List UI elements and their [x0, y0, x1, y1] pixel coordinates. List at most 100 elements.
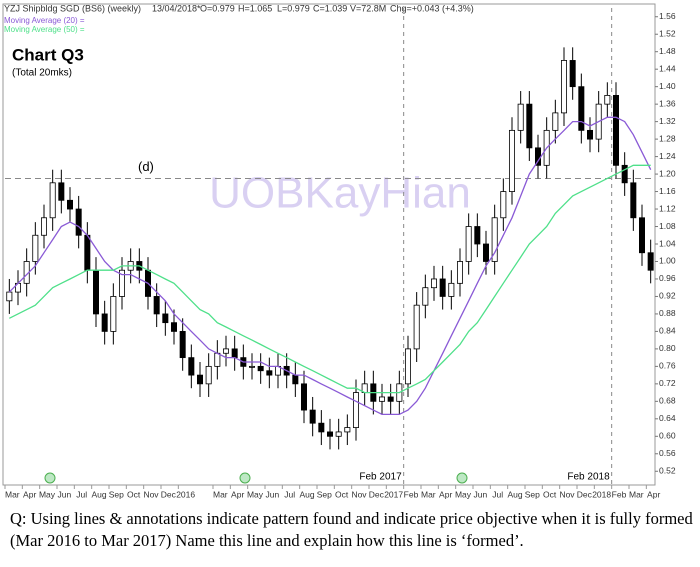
x-tick-label: Mar	[213, 489, 228, 499]
x-tick-label: Apr	[439, 489, 452, 499]
candle-body	[292, 374, 299, 385]
y-tick-label: 0.76	[659, 361, 676, 371]
x-tick-label: Apr	[231, 489, 244, 499]
candle-body	[413, 304, 420, 350]
candle-body	[639, 217, 646, 254]
x-tick-label: Jun	[57, 489, 71, 499]
candle-body	[508, 129, 515, 192]
candle-body	[552, 112, 559, 131]
candle-body	[378, 396, 385, 402]
y-tick-label: 1.24	[659, 151, 676, 161]
candle-body	[404, 348, 411, 385]
x-tick-label: Dec	[161, 489, 177, 499]
candle-body	[162, 313, 169, 324]
candle-body	[119, 269, 126, 297]
candle-body	[491, 217, 498, 262]
candle-body	[578, 86, 585, 131]
candle-body	[110, 296, 117, 332]
candle-body	[621, 164, 628, 184]
candle-body	[569, 60, 576, 88]
legend-label: Moving Average (50) =	[4, 25, 85, 34]
candle-body	[179, 331, 186, 359]
y-tick-label: 0.96	[659, 273, 676, 283]
x-tick-label: Dec	[577, 489, 593, 499]
x-tick-label: Feb	[404, 489, 419, 499]
candle-body	[482, 243, 489, 262]
candle-body	[561, 60, 568, 114]
x-tick-label: Mar	[421, 489, 436, 499]
candle-body	[93, 269, 100, 315]
header-text: YZJ Shipbldg SGD (BS6) (weekly)	[4, 3, 141, 13]
y-tick-label: 1.36	[659, 98, 676, 108]
y-tick-label: 1.16	[659, 186, 676, 196]
candle-body	[613, 95, 620, 166]
candle-body	[326, 431, 333, 437]
header-text: L=0.979	[277, 3, 310, 13]
x-tick-label: Jul	[492, 489, 503, 499]
candle-body	[526, 103, 533, 149]
candle-body	[101, 313, 108, 332]
candle-body	[248, 365, 255, 368]
x-tick-label: Aug	[299, 489, 314, 499]
x-tick-label: Nov	[351, 489, 367, 499]
candle-body	[257, 365, 264, 372]
header-text: Chg=+0.043 (+4.3%)	[390, 3, 474, 13]
y-tick-label: 0.80	[659, 343, 676, 353]
candle-body	[196, 374, 203, 385]
y-tick-label: 1.12	[659, 203, 676, 213]
y-tick-label: 0.88	[659, 308, 676, 318]
x-tick-label: Aug	[507, 489, 522, 499]
y-tick-label: 0.52	[659, 466, 676, 476]
event-icon	[239, 472, 251, 484]
y-tick-label: 1.44	[659, 63, 676, 73]
candle-body	[448, 282, 455, 297]
y-tick-label: 1.52	[659, 28, 676, 38]
y-tick-label: 1.20	[659, 168, 676, 178]
candle-body	[75, 208, 82, 236]
y-tick-label: 0.72	[659, 378, 676, 388]
chart-subtitle: (Total 20mks)	[12, 68, 72, 79]
candle-body	[430, 278, 437, 289]
candle-body	[465, 226, 472, 262]
x-tick-label: 2016	[176, 489, 195, 499]
plot-frame	[2, 3, 656, 486]
x-tick-label: Sep	[525, 489, 540, 499]
x-tick-label: Aug	[91, 489, 106, 499]
x-tick-label: Jun	[473, 489, 487, 499]
x-tick-label: Jul	[76, 489, 87, 499]
candle-body	[214, 352, 221, 367]
candle-body	[630, 182, 637, 219]
candle-body	[205, 365, 212, 385]
candle-body	[222, 348, 229, 354]
candle-body	[153, 296, 160, 315]
candle-body	[352, 392, 359, 428]
candle-body	[188, 357, 195, 376]
x-tick-label: Feb	[612, 489, 627, 499]
candle-body	[474, 226, 481, 245]
chart-title: Chart Q3	[12, 45, 84, 64]
legend-label: Moving Average (20) =	[4, 16, 85, 25]
candle-body	[335, 431, 342, 437]
header-text: V=72.8M	[350, 3, 386, 13]
x-tick-label: May	[39, 489, 56, 499]
y-tick-label: 1.56	[659, 11, 676, 21]
y-tick-label: 0.84	[659, 326, 676, 336]
y-tick-label: 1.28	[659, 133, 676, 143]
y-tick-label: 0.60	[659, 431, 676, 441]
moving-average-line	[9, 164, 651, 394]
event-icon	[44, 472, 56, 484]
y-tick-label: 1.00	[659, 256, 676, 266]
x-tick-label: May	[455, 489, 472, 499]
x-tick-label: Sep	[109, 489, 124, 499]
candle-body	[231, 348, 238, 359]
x-tick-label: Nov	[143, 489, 159, 499]
candle-body	[517, 103, 524, 131]
x-tick-label: Oct	[335, 489, 349, 499]
candle-body	[32, 234, 39, 262]
x-tick-label: May	[247, 489, 264, 499]
watermark: UOBKayHian	[209, 169, 471, 218]
header-text: H=1.065	[238, 3, 272, 13]
candle-body	[647, 252, 654, 271]
moving-average-line	[8, 116, 652, 416]
